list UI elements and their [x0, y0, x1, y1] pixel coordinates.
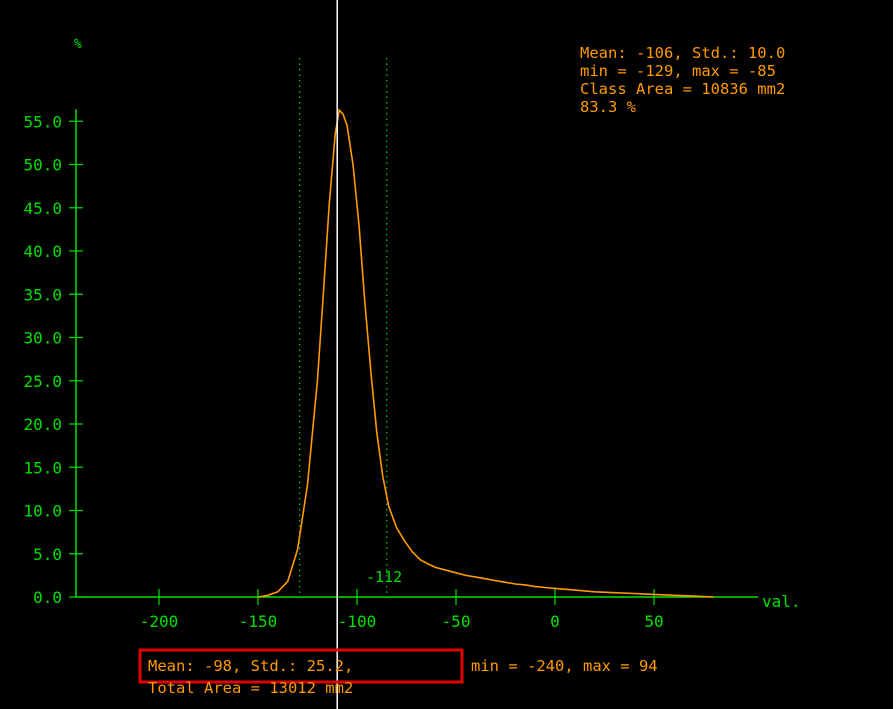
- window-edge: [893, 0, 896, 709]
- class-area: Class Area = 10836 mm2: [580, 80, 785, 98]
- total-statistics: Mean: -98, Std.: 25.2, min = -240, max =…: [138, 648, 658, 697]
- highlight-box: [138, 648, 464, 684]
- class-min-max: min = -129, max = -85: [580, 62, 776, 80]
- x-tick-label: -150: [239, 612, 278, 631]
- y-tick-label: 35.0: [23, 285, 62, 304]
- y-axis-label: %: [74, 37, 82, 52]
- x-axis-label: val.: [762, 592, 801, 611]
- x-tick-label: -50: [442, 612, 471, 631]
- total-min-max: min = -240, max = 94: [471, 657, 658, 675]
- y-tick-label: 5.0: [33, 545, 62, 564]
- total-area: Total Area = 13012 mm2: [148, 679, 353, 697]
- x-tick-label: -100: [338, 612, 377, 631]
- class-percent: 83.3 %: [580, 98, 637, 116]
- y-tick-label: 45.0: [23, 199, 62, 218]
- x-tick-label: 50: [644, 612, 663, 631]
- y-tick-label: 40.0: [23, 242, 62, 261]
- marker-value-label: -112: [366, 568, 402, 586]
- histogram-curve: [257, 108, 714, 598]
- class-mean-std: Mean: -106, Std.: 10.0: [580, 44, 785, 62]
- y-tick-label: 55.0: [23, 112, 62, 131]
- x-tick-label: -200: [140, 612, 179, 631]
- y-tick-label: 25.0: [23, 372, 62, 391]
- total-mean-std: Mean: -98, Std.: 25.2,: [148, 657, 353, 675]
- y-tick-label: 15.0: [23, 458, 62, 477]
- y-tick-label: 50.0: [23, 156, 62, 175]
- y-tick-label: 10.0: [23, 502, 62, 521]
- y-tick-label: 30.0: [23, 329, 62, 348]
- x-tick-label: 0: [550, 612, 560, 631]
- y-tick-label: 20.0: [23, 415, 62, 434]
- class-statistics: Mean: -106, Std.: 10.0 min = -129, max =…: [580, 44, 785, 116]
- y-tick-label: 0.0: [33, 588, 62, 607]
